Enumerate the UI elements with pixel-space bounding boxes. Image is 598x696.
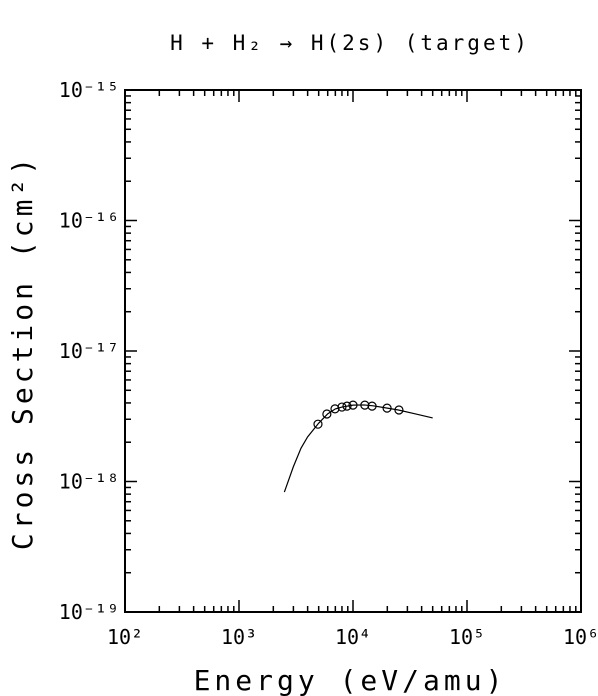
y-tick-label: 10⁻¹⁹ <box>59 600 119 624</box>
y-tick-label: 10⁻¹⁷ <box>59 339 119 363</box>
y-tick-label: 10⁻¹⁶ <box>59 209 119 233</box>
plot-frame <box>124 89 582 613</box>
x-axis-label: Energy (eV/amu) <box>194 664 507 696</box>
data-point <box>360 400 370 410</box>
data-point <box>367 401 377 411</box>
x-tick-label: 10⁴ <box>335 625 371 649</box>
data-point <box>337 402 347 412</box>
data-point <box>313 419 323 429</box>
y-tick-label: 10⁻¹⁵ <box>59 78 119 102</box>
fit-line <box>283 404 433 493</box>
y-axis-label: Cross Section (cm²) <box>6 154 39 550</box>
x-tick-label: 10⁶ <box>563 625 598 649</box>
data-point <box>322 409 332 419</box>
x-tick-label: 10² <box>107 625 143 649</box>
y-tick-label: 10⁻¹⁸ <box>59 470 119 494</box>
data-point <box>394 405 404 415</box>
x-tick-label: 10⁵ <box>449 625 485 649</box>
chart-title: H + H₂ → H(2s) (target) <box>170 31 530 55</box>
data-point <box>330 404 340 414</box>
data-point <box>342 401 352 411</box>
x-tick-label: 10³ <box>221 625 257 649</box>
data-point <box>348 400 358 410</box>
data-point <box>382 403 392 413</box>
